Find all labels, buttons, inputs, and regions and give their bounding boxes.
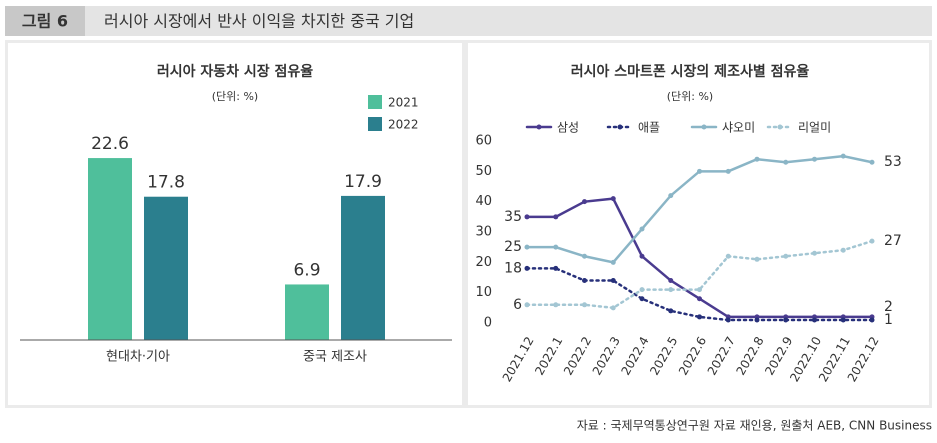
x-tick-label: 현대차·기아 bbox=[106, 350, 170, 365]
bar bbox=[341, 195, 385, 340]
right-panel bbox=[468, 43, 929, 405]
header-band bbox=[5, 6, 932, 36]
point bbox=[783, 159, 789, 165]
point bbox=[553, 244, 559, 250]
value-label: 2 bbox=[884, 299, 893, 315]
point bbox=[668, 287, 674, 293]
point bbox=[697, 287, 702, 293]
point bbox=[668, 308, 674, 314]
bar bbox=[144, 196, 188, 340]
point bbox=[668, 278, 674, 284]
left-panel bbox=[8, 43, 462, 405]
value-label: 17.8 bbox=[147, 173, 185, 193]
point bbox=[754, 256, 760, 262]
value-label: 1 bbox=[884, 312, 893, 328]
point bbox=[553, 265, 559, 271]
y-tick-label: 50 bbox=[475, 164, 492, 179]
point bbox=[697, 314, 702, 320]
y-tick-label: 0 bbox=[484, 316, 492, 331]
point bbox=[725, 253, 731, 259]
y-tick-label: 10 bbox=[475, 285, 492, 300]
chart-subtitle: (단위: %) bbox=[212, 90, 258, 103]
point bbox=[524, 214, 530, 220]
value-label: 27 bbox=[884, 233, 902, 249]
value-label: 17.9 bbox=[344, 172, 382, 192]
value-label: 6 bbox=[513, 297, 522, 313]
point bbox=[610, 196, 616, 202]
legend-marker bbox=[777, 124, 783, 130]
y-tick-label: 20 bbox=[475, 255, 492, 270]
value-label: 6.9 bbox=[293, 260, 320, 280]
point bbox=[840, 317, 846, 323]
figure-title: 러시아 시장에서 반사 이익을 차지한 중국 기업 bbox=[104, 12, 414, 31]
legend-label: 리얼미 bbox=[798, 121, 831, 135]
point bbox=[725, 168, 731, 174]
point bbox=[754, 317, 760, 323]
bar bbox=[285, 284, 329, 340]
point bbox=[783, 317, 789, 323]
point bbox=[582, 302, 587, 308]
point bbox=[582, 253, 587, 259]
point bbox=[869, 238, 875, 244]
point bbox=[610, 278, 616, 284]
legend-marker bbox=[617, 124, 623, 130]
point bbox=[553, 302, 559, 308]
point bbox=[639, 296, 645, 302]
point bbox=[639, 253, 645, 259]
source: 자료 : 국제무역통상연구원 자료 재인용, 원출처 AEB, CNN Busi… bbox=[577, 419, 932, 433]
figure-label: 그림 6 bbox=[22, 12, 68, 31]
legend-swatch bbox=[368, 117, 382, 131]
y-tick-label: 60 bbox=[475, 134, 492, 149]
point bbox=[840, 247, 846, 253]
point bbox=[697, 168, 702, 174]
point bbox=[639, 287, 645, 293]
point bbox=[840, 153, 846, 159]
legend-marker bbox=[701, 124, 707, 130]
value-label: 35 bbox=[504, 209, 522, 225]
point bbox=[553, 214, 559, 220]
point bbox=[697, 296, 702, 302]
point bbox=[869, 159, 875, 165]
point bbox=[610, 305, 616, 311]
legend-swatch bbox=[368, 95, 382, 109]
header-label-box bbox=[5, 6, 85, 36]
legend-label: 애플 bbox=[638, 121, 660, 135]
value-label: 53 bbox=[884, 154, 902, 170]
point bbox=[725, 317, 731, 323]
point bbox=[582, 199, 587, 205]
y-tick-label: 40 bbox=[475, 194, 492, 209]
point bbox=[869, 317, 875, 323]
chart-title: 러시아 스마트폰 시장의 제조사별 점유율 bbox=[571, 63, 810, 80]
legend-label: 2021 bbox=[388, 96, 419, 110]
value-label: 25 bbox=[504, 239, 522, 255]
point bbox=[812, 317, 817, 323]
point bbox=[812, 250, 817, 256]
legend-marker bbox=[536, 124, 542, 130]
point bbox=[524, 302, 530, 308]
x-tick-label: 중국 제조사 bbox=[303, 350, 367, 365]
point bbox=[610, 259, 616, 265]
legend-label: 샤오미 bbox=[722, 121, 755, 135]
point bbox=[524, 265, 530, 271]
bar bbox=[88, 158, 132, 340]
legend-label: 삼성 bbox=[557, 121, 579, 135]
point bbox=[754, 156, 760, 162]
point bbox=[639, 226, 645, 232]
point bbox=[668, 193, 674, 199]
chart-subtitle: (단위: %) bbox=[667, 90, 713, 103]
point bbox=[524, 244, 530, 250]
chart-title: 러시아 자동차 시장 점유율 bbox=[157, 63, 313, 80]
value-label: 22.6 bbox=[91, 134, 129, 154]
y-tick-label: 30 bbox=[475, 225, 492, 240]
value-label: 18 bbox=[504, 260, 522, 276]
legend-label: 2022 bbox=[388, 118, 419, 132]
point bbox=[812, 156, 817, 162]
point bbox=[783, 253, 789, 259]
point bbox=[582, 278, 587, 284]
